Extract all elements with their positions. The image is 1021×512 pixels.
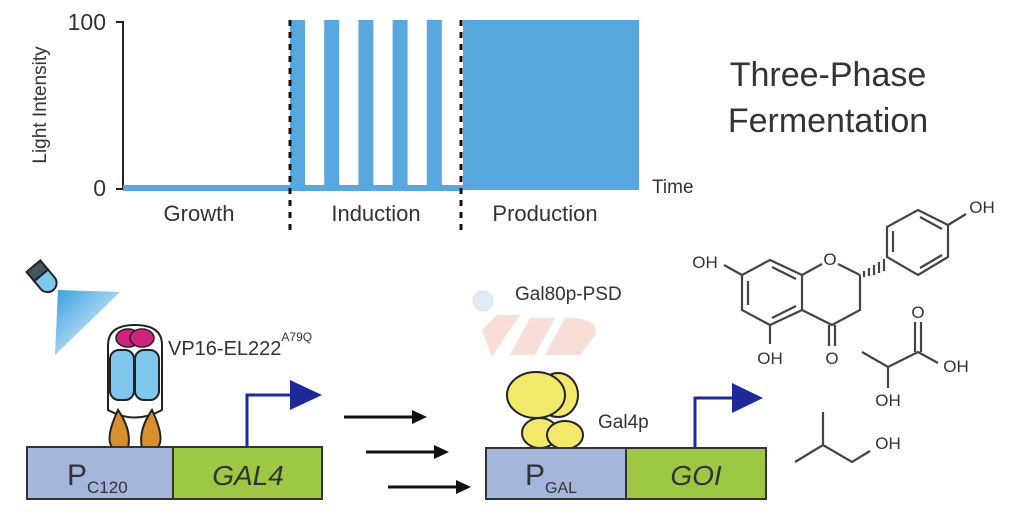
title-line-2: Fermentation [728, 102, 928, 140]
induction-pulse [358, 20, 374, 190]
gal80p-psd-icon [472, 290, 597, 359]
lactic-acid-oh: OH [875, 391, 901, 410]
naringenin-oh-7: OH [692, 253, 718, 272]
light-lamp-icon [25, 259, 120, 355]
light-intensity-chart: Light Intensity 100 0 Time Growth Induct… [30, 9, 694, 230]
naringenin-o-ring: O [823, 250, 836, 269]
phase-label-production: Production [492, 201, 597, 226]
induction-pulse [324, 20, 340, 190]
lactic-acid-o: O [911, 303, 924, 322]
construct-1: PC120 GAL4 [26, 380, 323, 500]
promoter-gal [485, 447, 627, 500]
x-axis-label: Time [652, 177, 694, 198]
lactic-acid-oh-acid: OH [943, 357, 969, 376]
gene-gal4 [172, 446, 323, 500]
vp16-el222-protein-icon [107, 323, 163, 449]
promoter-c120 [26, 446, 174, 500]
naringenin-structure: O O OH OH OH [692, 198, 995, 368]
gene-gal4-label: GAL4 [212, 460, 284, 491]
arrowhead [290, 380, 322, 410]
induction-pulse [426, 20, 442, 190]
y-axis-label: Light Intensity [30, 46, 51, 164]
naringenin-oh-5: OH [757, 349, 783, 368]
production-block [463, 20, 639, 190]
vp16-el222-label: VP16-EL222A79Q [168, 330, 312, 360]
cascade-arrows-icon [344, 410, 471, 494]
isobutanol-oh: OH [875, 434, 901, 453]
induction-pulse [392, 20, 408, 190]
naringenin-oh-4p: OH [969, 198, 995, 217]
isobutanol-structure: OH [794, 412, 901, 464]
y-tick-100: 100 [68, 9, 106, 35]
y-tick-0: 0 [93, 175, 106, 201]
promoter-gal-label: PGAL [525, 459, 577, 497]
induction-pulse [290, 20, 305, 190]
transcription-arrow-icon [693, 396, 735, 448]
transcription-arrow-icon [245, 393, 292, 447]
gal80p-psd-label: Gal80p-PSD [515, 284, 622, 305]
phase-label-growth: Growth [164, 201, 235, 226]
naringenin-o-keto: O [825, 349, 838, 368]
lactic-acid-structure: O OH OH [861, 303, 969, 410]
y-axis [116, 21, 124, 190]
induction-pulses [290, 20, 442, 190]
gal4p-protein-icon [506, 371, 584, 450]
arrowhead [732, 383, 763, 413]
phase-label-induction: Induction [331, 201, 420, 226]
gal4p-label: Gal4p [598, 412, 649, 433]
gene-goi-label: GOI [670, 460, 722, 491]
construct-2: PGAL GOI [485, 383, 767, 500]
title-line-1: Three-Phase [730, 56, 927, 94]
promoter-c120-label: PC120 [67, 459, 128, 497]
